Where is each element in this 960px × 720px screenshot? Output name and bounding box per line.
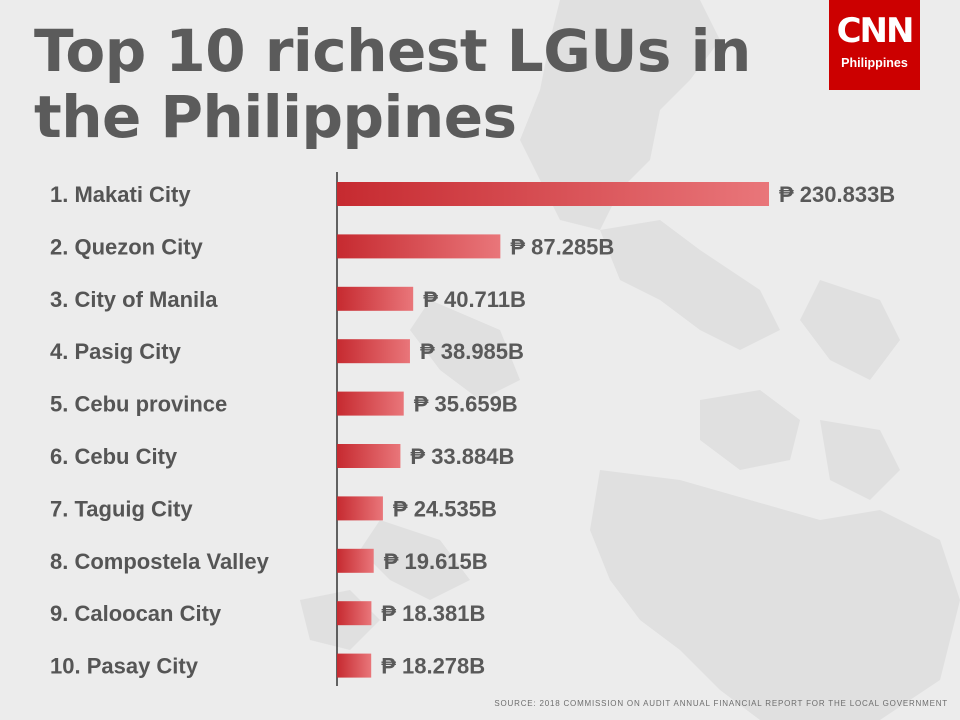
category-label: 3. City of Manila xyxy=(50,287,218,312)
value-label: ₱ 33.884B xyxy=(410,444,514,469)
title-line-1: Top 10 richest LGUs in xyxy=(34,17,751,85)
bar xyxy=(337,653,372,678)
logo-subtitle: Philippines xyxy=(841,56,908,70)
value-label: ₱ 35.659B xyxy=(414,392,518,417)
source-note: SOURCE: 2018 COMMISSION ON AUDIT ANNUAL … xyxy=(494,699,948,708)
bar xyxy=(337,444,401,468)
logo-mark: CNN xyxy=(836,11,915,51)
category-label: 1. Makati City xyxy=(50,182,191,207)
title-line-2: the Philippines xyxy=(34,83,517,151)
category-label: 8. Compostela Valley xyxy=(50,549,270,574)
bar xyxy=(337,339,410,364)
bar xyxy=(337,391,404,416)
category-label: 5. Cebu province xyxy=(50,392,227,417)
category-label: 7. Taguig City xyxy=(50,496,193,521)
bar xyxy=(337,601,372,626)
value-label: ₱ 24.535B xyxy=(393,496,497,521)
category-label: 9. Caloocan City xyxy=(50,601,222,626)
value-label: ₱ 87.285B xyxy=(510,234,614,259)
bar xyxy=(337,496,383,521)
bar xyxy=(337,234,501,259)
category-label: 4. Pasig City xyxy=(50,339,182,364)
value-label: ₱ 40.711B xyxy=(423,287,526,312)
value-label: ₱ 18.381B xyxy=(381,601,485,626)
category-label: 2. Quezon City xyxy=(50,234,204,259)
bar xyxy=(337,548,374,573)
cnn-philippines-logo: CNN Philippines xyxy=(829,0,920,90)
bar xyxy=(337,182,769,206)
value-label: ₱ 38.985B xyxy=(420,339,524,364)
value-label: ₱ 19.615B xyxy=(384,549,488,574)
category-label: 10. Pasay City xyxy=(50,654,199,679)
category-label: 6. Cebu City xyxy=(50,444,178,469)
value-label: ₱ 18.278B xyxy=(381,654,485,679)
value-label: ₱ 230.833B xyxy=(779,182,895,207)
bar xyxy=(337,286,414,311)
page-title: Top 10 richest LGUs in the Philippines xyxy=(34,18,751,150)
